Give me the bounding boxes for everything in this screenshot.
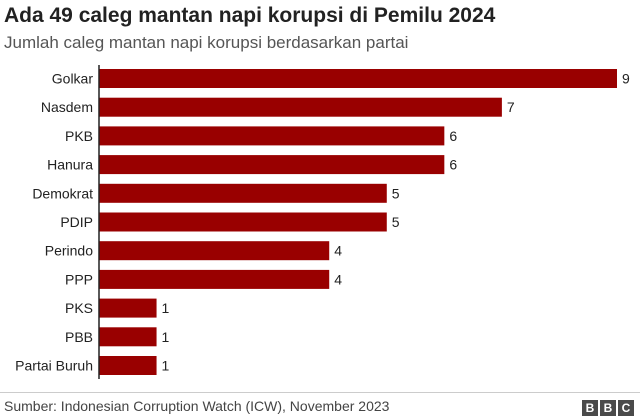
data-label: 5 [392,185,400,201]
bar-chart: Golkar 9 Nasdem 7 PKB 6 Hanura 6 Demokrat 5 PDIP 5 P… [15,65,630,379]
bar [99,126,445,146]
data-label: 1 [162,358,170,374]
bar [99,327,157,347]
bar [99,269,330,289]
category-label: Perindo [45,243,93,259]
data-label: 9 [622,71,630,87]
data-label: 1 [162,300,170,316]
data-label: 1 [162,329,170,345]
footer-divider [0,392,640,393]
data-label: 4 [334,243,342,259]
data-label: 6 [449,128,457,144]
chart-title: Ada 49 caleg mantan napi korupsi di Pemi… [4,4,496,27]
bar [99,97,502,117]
category-label: PBB [65,329,93,345]
bar [99,241,330,261]
logo-letter: B [582,400,598,416]
category-label: Nasdem [41,99,93,115]
category-label: PKS [65,300,93,316]
bar [99,298,157,318]
category-label: Partai Buruh [15,358,93,374]
data-label: 5 [392,214,400,230]
bbc-logo: B B C [582,400,634,416]
chart-subtitle: Jumlah caleg mantan napi korupsi berdasa… [4,33,409,52]
category-label: PPP [65,271,93,287]
data-label: 4 [334,271,342,287]
category-label: PKB [65,128,93,144]
bar [99,155,445,175]
bar [99,183,387,203]
category-label: Golkar [52,71,94,87]
logo-letter: C [618,400,634,416]
bar [99,69,617,88]
category-label: Demokrat [32,185,93,201]
bar [99,212,387,232]
source-note: Sumber: Indonesian Corruption Watch (ICW… [4,398,390,414]
data-label: 7 [507,99,515,115]
data-label: 6 [449,157,457,173]
category-label: Hanura [47,157,93,173]
category-label: PDIP [60,214,93,230]
bar [99,356,157,375]
logo-letter: B [600,400,616,416]
